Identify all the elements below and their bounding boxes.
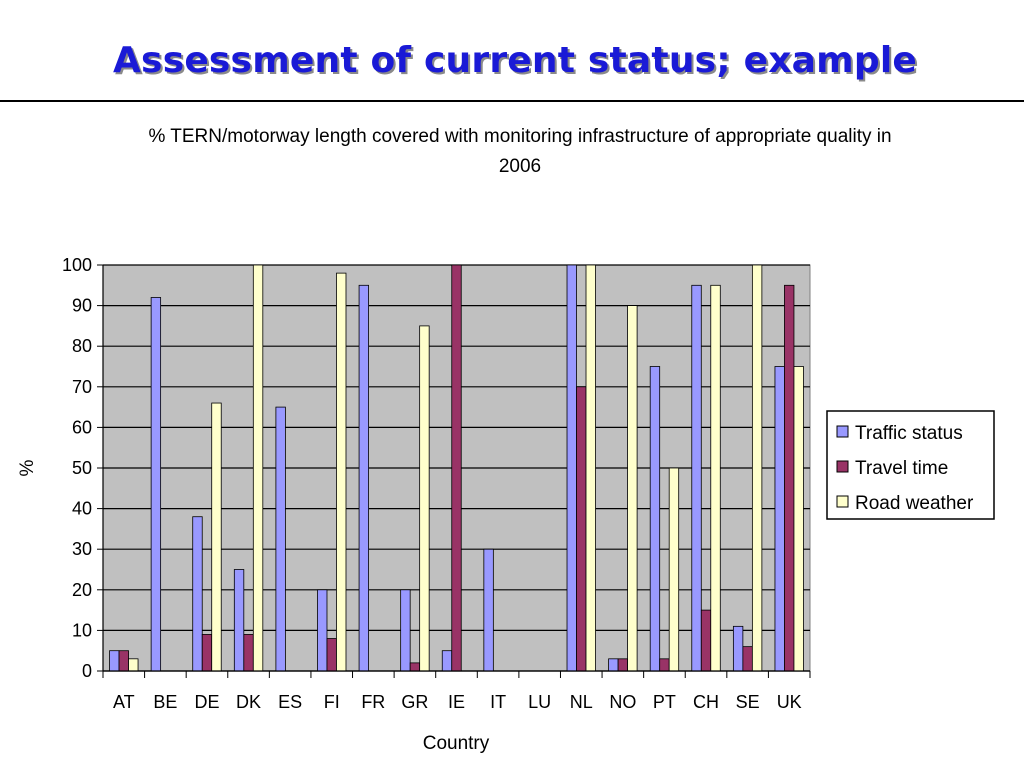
x-tick-label-lu: LU: [528, 692, 551, 712]
y-tick-label-50: 50: [72, 458, 92, 478]
bar-ch-road-weather: [710, 284, 721, 672]
slide-title: Assessment of current status; example: [113, 40, 917, 81]
bar-ch-traffic-status: [691, 284, 702, 672]
bar-gr-travel-time: [409, 662, 421, 672]
bar-ie-travel-time: [451, 264, 462, 672]
bar-fi-travel-time: [326, 638, 337, 672]
legend: Traffic status Travel time Road weather: [826, 410, 995, 520]
y-tick-label-60: 60: [72, 417, 92, 437]
x-tick-label-dk: DK: [236, 692, 261, 712]
bar-at-travel-time: [118, 650, 129, 672]
x-tick-label-pt: PT: [653, 692, 676, 712]
x-tick-label-fr: FR: [361, 692, 385, 712]
bar-nl-traffic-status: [566, 264, 577, 672]
bar-it-traffic-status: [483, 548, 494, 672]
bar-fr-traffic-status: [358, 284, 369, 672]
bar-fi-road-weather: [336, 272, 347, 672]
legend-swatch-travel-time: [836, 460, 849, 473]
y-tick-label-100: 100: [62, 255, 92, 275]
bar-se-travel-time: [742, 646, 753, 672]
bar-ch-travel-time: [700, 609, 712, 672]
x-tick-labels: AT BE DE DK ES FI FR GR IE IT LU NL NO PT CH SE UK: [113, 692, 802, 712]
chart-title-line-2: 2006: [499, 156, 541, 177]
legend-label-travel-time: Travel time: [855, 458, 948, 479]
bar-nl-travel-time: [576, 386, 587, 672]
bar-de-travel-time: [201, 634, 213, 672]
legend-box: [826, 410, 995, 520]
bar-pt-travel-time: [659, 658, 670, 672]
x-tick-label-uk: UK: [777, 692, 802, 712]
title-divider: [0, 100, 1024, 102]
y-tick-label-40: 40: [72, 499, 92, 519]
y-tick-label-90: 90: [72, 296, 92, 316]
bar-fi-traffic-status: [317, 589, 328, 672]
bar-dk-road-weather: [252, 264, 264, 672]
y-tick-label-70: 70: [72, 377, 92, 397]
x-axis-label: Country: [423, 733, 490, 754]
bar-uk-road-weather: [793, 366, 804, 672]
bar-at-traffic-status: [109, 650, 120, 672]
bar-dk-travel-time: [243, 634, 254, 672]
legend-label-traffic-status: Traffic status: [855, 423, 963, 444]
y-axis-label: %: [17, 459, 38, 476]
y-tick-label-30: 30: [72, 539, 92, 559]
chart-title-line-1: % TERN/motorway length covered with moni…: [148, 126, 891, 147]
bar-no-travel-time: [617, 658, 629, 672]
bar-uk-traffic-status: [774, 366, 785, 672]
x-tick-label-nl: NL: [570, 692, 593, 712]
bar-uk-travel-time: [784, 284, 795, 672]
x-tick-label-de: DE: [194, 692, 219, 712]
legend-swatch-traffic-status: [836, 425, 849, 438]
x-tick-label-ie: IE: [448, 692, 465, 712]
x-tick-label-ch: CH: [693, 692, 719, 712]
x-tick-label-at: AT: [113, 692, 135, 712]
x-tick-label-fi: FI: [324, 692, 340, 712]
bar-gr-road-weather: [419, 325, 430, 672]
legend-swatch-road-weather: [836, 495, 849, 508]
axes: [102, 265, 811, 678]
y-tick-label-0: 0: [82, 661, 92, 681]
y-tick-label-20: 20: [72, 580, 92, 600]
bar-se-traffic-status: [732, 625, 744, 672]
bar-dk-traffic-status: [233, 569, 245, 672]
x-tick-label-no: NO: [609, 692, 636, 712]
x-tick-label-es: ES: [278, 692, 302, 712]
bar-se-road-weather: [751, 264, 763, 672]
x-tick-label-be: BE: [153, 692, 177, 712]
x-tick-label-it: IT: [490, 692, 506, 712]
bar-at-road-weather: [128, 658, 139, 672]
y-tick-label-80: 80: [72, 336, 92, 356]
bar-gr-traffic-status: [400, 589, 411, 672]
bar-pt-road-weather: [668, 467, 680, 672]
legend-label-road-weather: Road weather: [855, 493, 974, 514]
bar-no-road-weather: [627, 305, 638, 672]
bar-no-traffic-status: [608, 658, 619, 672]
bar-nl-road-weather: [585, 264, 596, 672]
bar-de-road-weather: [211, 402, 222, 672]
bar-de-traffic-status: [192, 516, 203, 672]
x-tick-label-se: SE: [736, 692, 760, 712]
bar-ie-traffic-status: [441, 650, 453, 672]
y-tick-label-10: 10: [72, 620, 92, 640]
y-tick-labels: 0 10 20 30 40 50 60 70 80 90 100: [62, 255, 92, 681]
bar-pt-traffic-status: [649, 366, 661, 672]
x-tick-label-gr: GR: [401, 692, 428, 712]
bar-be-traffic-status: [150, 297, 162, 672]
bar-es-traffic-status: [275, 406, 286, 672]
